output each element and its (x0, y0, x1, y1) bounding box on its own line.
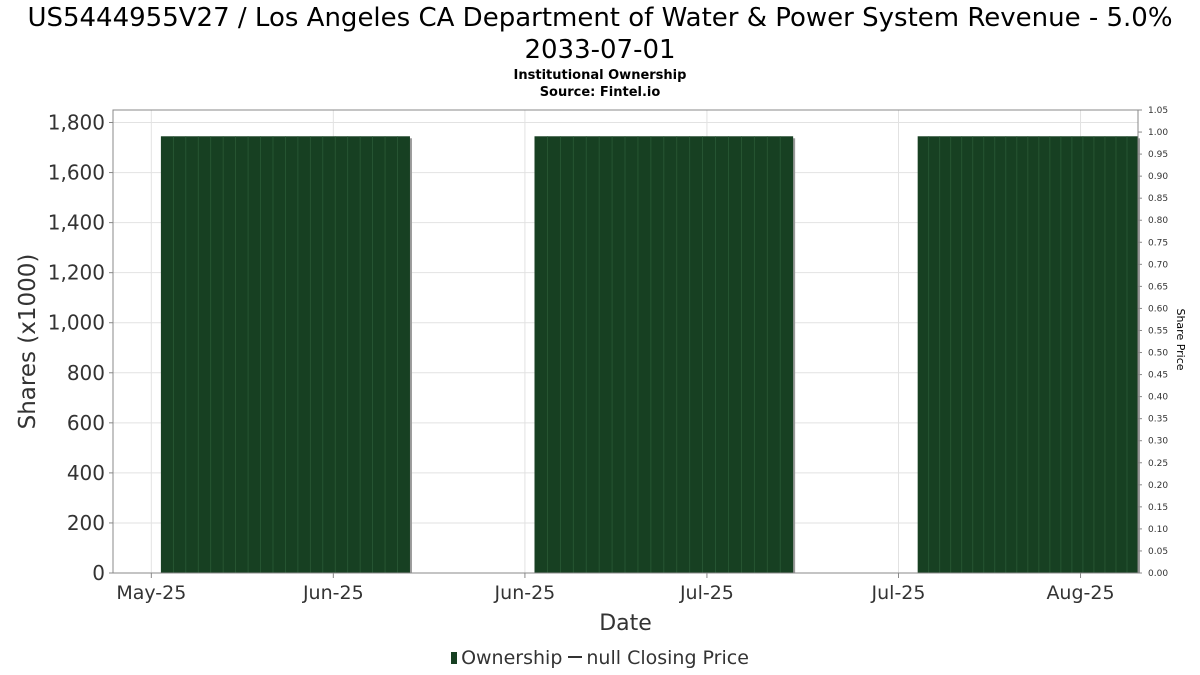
y2-tick-label-12: 0.60 (1148, 304, 1168, 314)
y-tick-label-0: 0 (92, 561, 105, 585)
y2-tick-label-1: 0.05 (1148, 547, 1168, 557)
y-axis-label: Shares (x1000) (15, 254, 41, 430)
y2-tick-label-14: 0.70 (1148, 260, 1168, 270)
y2-tick-label-10: 0.50 (1148, 349, 1168, 359)
legend: Ownership null Closing Price (0, 647, 1200, 669)
y2-tick-label-18: 0.90 (1148, 172, 1168, 182)
y-tick-label-5: 1,000 (48, 311, 105, 335)
chart-source: Source: Fintel.io (539, 85, 661, 100)
chart-subtitle: Institutional Ownership (513, 68, 687, 83)
y2-tick-label-16: 0.80 (1148, 216, 1168, 226)
y2-tick-label-3: 0.15 (1148, 503, 1168, 513)
legend-price-label: null Closing Price (586, 647, 749, 669)
y-axis-left: 0 200 400 600 800 1,000 1,200 1,400 1,600 1,800 (48, 111, 113, 585)
y2-tick-label-2: 0.10 (1148, 525, 1168, 535)
x-tick-label-0: May-25 (116, 582, 186, 604)
y2-tick-label-9: 0.45 (1148, 371, 1168, 381)
y-tick-label-3: 600 (67, 411, 105, 435)
x-tick-label-5: Aug-25 (1046, 582, 1114, 604)
legend-price-line (568, 656, 583, 658)
x-tick-label-2: Jun-25 (494, 582, 556, 604)
y-tick-label-7: 1,400 (48, 211, 105, 235)
y2-tick-label-8: 0.40 (1148, 393, 1168, 403)
legend-ownership-swatch (451, 652, 458, 664)
y-tick-label-2: 400 (67, 461, 105, 485)
y2-tick-label-5: 0.25 (1148, 459, 1168, 469)
y-axis-right: 0.00 0.05 0.10 0.15 0.20 0.25 0.30 0.35 0.40 0.45… (1138, 106, 1168, 579)
y-tick-label-1: 200 (67, 511, 105, 535)
y2-tick-label-20: 1.00 (1148, 128, 1168, 138)
y2-tick-label-19: 0.95 (1148, 150, 1168, 160)
y-tick-label-4: 800 (67, 361, 105, 385)
y2-tick-label-6: 0.30 (1148, 437, 1168, 447)
y2-axis-label: Share Price (1174, 308, 1187, 370)
x-tick-label-3: Jul-25 (679, 582, 734, 604)
x-axis: May-25 Jun-25 Jun-25 Jul-25 Jul-25 Aug-25 (116, 573, 1115, 604)
plot-frame (112, 109, 1139, 574)
y2-tick-label-13: 0.65 (1148, 282, 1168, 292)
chart-title: US5444955V27 / Los Angeles CA Department… (27, 3, 1173, 65)
y2-tick-label-4: 0.20 (1148, 481, 1168, 491)
bar-series-ownership (160, 136, 1140, 573)
y2-tick-label-11: 0.55 (1148, 326, 1168, 336)
y2-tick-label-7: 0.35 (1148, 415, 1168, 425)
y-tick-label-8: 1,600 (48, 161, 105, 185)
x-tick-label-1: Jun-25 (302, 582, 364, 604)
x-tick-label-4: Jul-25 (871, 582, 926, 604)
y2-tick-label-17: 0.85 (1148, 194, 1168, 204)
y2-tick-label-15: 0.75 (1148, 238, 1168, 248)
y-tick-label-6: 1,200 (48, 261, 105, 285)
y2-tick-label-0: 0.00 (1148, 569, 1168, 579)
legend-ownership-label: Ownership (461, 647, 563, 669)
y2-tick-label-21: 1.05 (1148, 106, 1168, 116)
y-tick-label-9: 1,800 (48, 111, 105, 135)
x-axis-label: Date (599, 611, 652, 636)
